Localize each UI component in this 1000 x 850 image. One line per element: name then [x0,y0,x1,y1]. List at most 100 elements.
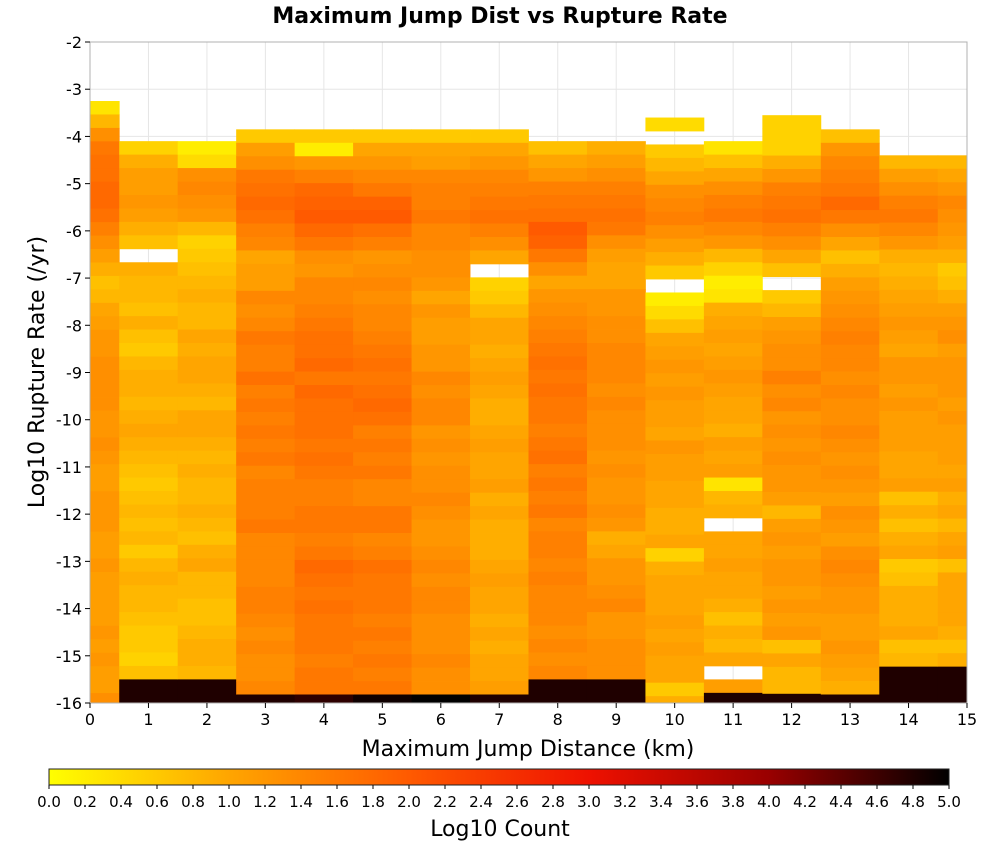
heatmap-cell [820,358,880,372]
heatmap-cell [528,423,588,438]
colorbar-tick-label: 3.4 [649,793,673,811]
heatmap-cell [586,665,646,680]
heatmap-cell [470,156,529,171]
heatmap-cell [937,316,968,331]
heatmap-cell [411,371,471,386]
heatmap-cell [294,331,354,346]
heatmap-cell [879,464,939,479]
heatmap-cell [879,599,939,614]
heatmap-cell [236,479,296,494]
heatmap-cell [703,316,763,330]
heatmap-cell [528,450,588,465]
heatmap-cell [90,571,120,586]
heatmap-cell [353,250,412,265]
colorbar-tick-label: 3.2 [613,793,637,811]
heatmap-cell [879,572,939,587]
heatmap-cell [820,398,880,413]
heatmap-cell [937,410,968,425]
heatmap-cell [177,585,237,600]
heatmap-cell [353,533,412,547]
heatmap-cell [879,410,939,425]
heatmap-cell [177,544,237,559]
y-tick-label: -10 [56,411,82,430]
heatmap-cell [586,585,646,600]
heatmap-cell [937,424,968,439]
heatmap-cell [177,383,237,398]
heatmap-cell [586,383,646,398]
heatmap-cell [762,249,822,264]
heatmap-cell [353,290,412,305]
heatmap-cell [586,262,646,277]
heatmap-cell [353,519,412,534]
heatmap-cell [177,141,237,156]
heatmap-cell [294,519,354,534]
heatmap-cell [703,262,763,277]
heatmap-cell [762,222,822,237]
heatmap-cell [879,182,939,197]
heatmap-cell [90,181,120,196]
heatmap-cell [90,383,120,398]
heatmap-cell [177,262,237,277]
heatmap-cell [90,558,120,573]
heatmap-cell [937,384,968,398]
heatmap-cell [528,517,588,532]
heatmap-cell [411,236,471,251]
heatmap-cell [236,385,296,399]
heatmap-cell [820,600,880,615]
heatmap-cell [879,357,939,372]
heatmap-cell [411,479,471,494]
heatmap-cell [470,519,529,534]
heatmap-cell [294,277,354,292]
y-tick-label: -14 [56,600,82,619]
heatmap-cell [470,546,529,561]
heatmap-cell [762,169,822,183]
y-axis-ticks: -2 -3 -4 -5 -6 -7 -8 -9 -10 -11 -12 -13 -14 -15 -16 [56,33,90,713]
heatmap-cell [353,438,412,453]
heatmap-cell [411,559,471,574]
x-tick-label: 0 [85,710,95,729]
heatmap-cell [820,196,880,211]
heatmap-cell [820,411,880,426]
heatmap-cell [411,358,471,372]
colorbar-tick-label: 3.8 [721,793,745,811]
heatmap-cell [353,425,412,440]
heatmap-cell [703,477,763,492]
heatmap-cell [119,181,179,196]
heatmap-cell [236,627,296,642]
heatmap-cell [119,585,179,600]
heatmap-cell [879,612,939,627]
heatmap-cell [470,371,529,386]
heatmap-cell [645,157,705,172]
heatmap-cell [703,342,763,357]
heatmap-cell [236,183,296,198]
heatmap-cell [177,450,237,465]
heatmap-cell [703,141,763,156]
heatmap-cell [119,652,179,667]
heatmap-cell [645,332,705,347]
heatmap-cell [586,558,646,573]
colorbar-tick-label: 3.0 [577,793,601,811]
heatmap-cell [820,452,880,467]
heatmap-cell [820,694,880,704]
y-tick-label: -2 [66,33,82,52]
heatmap-cell [177,571,237,586]
heatmap-cell [236,613,296,628]
heatmap-cell [645,615,705,630]
heatmap-cell [236,156,296,171]
heatmap-cell [820,290,880,305]
heatmap-cell [879,451,939,466]
heatmap-cell [411,250,471,265]
heatmap-cell [937,639,968,654]
heatmap-cell [937,478,968,493]
heatmap-cell [90,693,120,704]
heatmap-cell [353,358,412,372]
x-axis-ticks: 0 1 2 3 4 5 6 7 8 9 10 11 12 13 14 15 [85,703,977,729]
heatmap-cell [411,506,471,520]
heatmap-cell [294,398,354,413]
heatmap-cell [470,290,529,305]
heatmap-cell [937,168,968,183]
heatmap-cell [762,465,822,479]
heatmap-cell [294,546,354,561]
heatmap-cell [703,289,763,304]
